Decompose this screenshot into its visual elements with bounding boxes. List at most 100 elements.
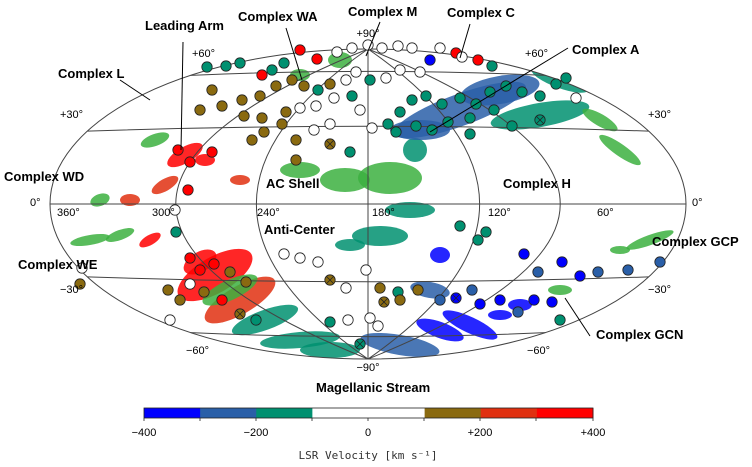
lat-label-p60-right: +60°	[525, 48, 548, 60]
emission-blob	[280, 162, 320, 178]
emission-blob	[508, 299, 532, 311]
emission-blob	[105, 228, 135, 242]
colorbar-segment	[256, 408, 313, 418]
label-complex-gcn: Complex GCN	[596, 327, 683, 342]
hvc-marker	[346, 42, 358, 54]
hvc-marker	[376, 42, 388, 54]
emission-blob	[626, 230, 674, 250]
hvc-marker	[494, 294, 506, 306]
hvc-marker	[270, 80, 282, 92]
hvc-marker	[360, 264, 372, 276]
hvc-marker	[278, 248, 290, 260]
hvc-marker	[406, 94, 418, 106]
hvc-marker	[250, 314, 262, 326]
colorbar-segment	[368, 408, 426, 418]
emission-blob	[151, 175, 179, 195]
hvc-marker	[310, 100, 322, 112]
coordinate-grid	[49, 48, 687, 360]
hvc-marker-cross	[452, 294, 460, 302]
hvc-marker	[164, 314, 176, 326]
hvc-marker	[528, 294, 540, 306]
hvc-marker	[364, 74, 376, 86]
label-anti-center: Anti-Center	[264, 222, 335, 237]
parallel-line	[87, 276, 649, 283]
lon-label-60: 60°	[597, 207, 614, 219]
label-magellanic-stream: Magellanic Stream	[316, 380, 430, 395]
hvc-marker	[236, 94, 248, 106]
hvc-marker	[342, 314, 354, 326]
leader-line	[459, 23, 471, 59]
hvc-marker	[488, 104, 500, 116]
hvc-marker	[382, 118, 394, 130]
lat-label-p60-left: +60°	[192, 48, 215, 60]
hvc-marker	[464, 112, 476, 124]
colorbar-segment	[144, 408, 201, 418]
hvc-marker	[454, 220, 466, 232]
hvc-marker-cross	[356, 340, 364, 348]
emission-blob	[204, 276, 276, 324]
lat-label-m60-left: −60°	[186, 345, 209, 357]
hvc-marker-cross	[236, 310, 244, 318]
hvc-marker	[312, 256, 324, 268]
hvc-marker	[246, 134, 258, 146]
emission-blob	[120, 194, 140, 206]
hvc-marker	[206, 146, 218, 158]
colorbar-tick-p200: +200	[468, 427, 493, 439]
hvc-marker	[354, 104, 366, 116]
label-complex-we: Complex WE	[18, 257, 98, 272]
hvc-marker	[324, 316, 336, 328]
lat-label-m30-right: −30°	[648, 284, 671, 296]
hvc-marker	[278, 57, 290, 69]
colorbar-segment	[312, 408, 369, 418]
leader-line	[429, 47, 569, 133]
label-complex-wa: Complex WA	[238, 9, 318, 24]
label-complex-l: Complex L	[58, 66, 125, 81]
hvc-marker	[570, 92, 582, 104]
hvc-marker-cross	[326, 276, 334, 284]
leader-line	[119, 79, 151, 101]
hvc-marker	[366, 122, 378, 134]
hvc-marker	[436, 98, 448, 110]
label-leading-arm: Leading Arm	[145, 18, 224, 33]
hvc-marker	[216, 100, 228, 112]
label-complex-h: Complex H	[503, 176, 571, 191]
label-complex-gcp: Complex GCP	[652, 234, 739, 249]
hvc-marker	[406, 42, 418, 54]
lon-label-240: 240°	[257, 207, 280, 219]
hvc-marker	[240, 276, 252, 288]
hvc-marker	[331, 46, 343, 58]
hvc-marker	[266, 64, 278, 76]
hvc-marker	[380, 72, 392, 84]
leader-line	[365, 21, 381, 57]
hvc-marker	[410, 120, 422, 132]
lat-label-m30-left: −30°	[60, 284, 83, 296]
lon-label-120: 120°	[488, 207, 511, 219]
hvc-marker	[464, 128, 476, 140]
hvc-marker	[534, 90, 546, 102]
emission-blob	[582, 108, 618, 132]
hvc-marker	[298, 80, 310, 92]
colorbar-tick-m200: −200	[244, 427, 269, 439]
emission-blob	[385, 202, 435, 218]
hvc-marker	[194, 104, 206, 116]
hvc-marker	[256, 112, 268, 124]
hvc-marker	[474, 298, 486, 310]
emission-blob	[90, 193, 110, 207]
lat-label-m60-right: −60°	[527, 345, 550, 357]
hvc-marker	[234, 57, 246, 69]
emission-blob	[403, 138, 427, 162]
colorbar-segment	[200, 408, 257, 418]
hvc-marker	[324, 118, 336, 130]
emission-blob	[177, 248, 253, 302]
emission-blob	[335, 239, 365, 251]
hvc-marker	[374, 282, 386, 294]
hvc-marker	[312, 84, 324, 96]
colorbar-segment	[424, 408, 482, 418]
hvc-marker	[201, 61, 213, 73]
hvc-marker	[426, 124, 438, 136]
lat-label-p30-right: +30°	[648, 109, 671, 121]
hvc-marker	[238, 110, 250, 122]
hvc-marker	[324, 78, 336, 90]
label-complex-c: Complex C	[447, 5, 516, 20]
